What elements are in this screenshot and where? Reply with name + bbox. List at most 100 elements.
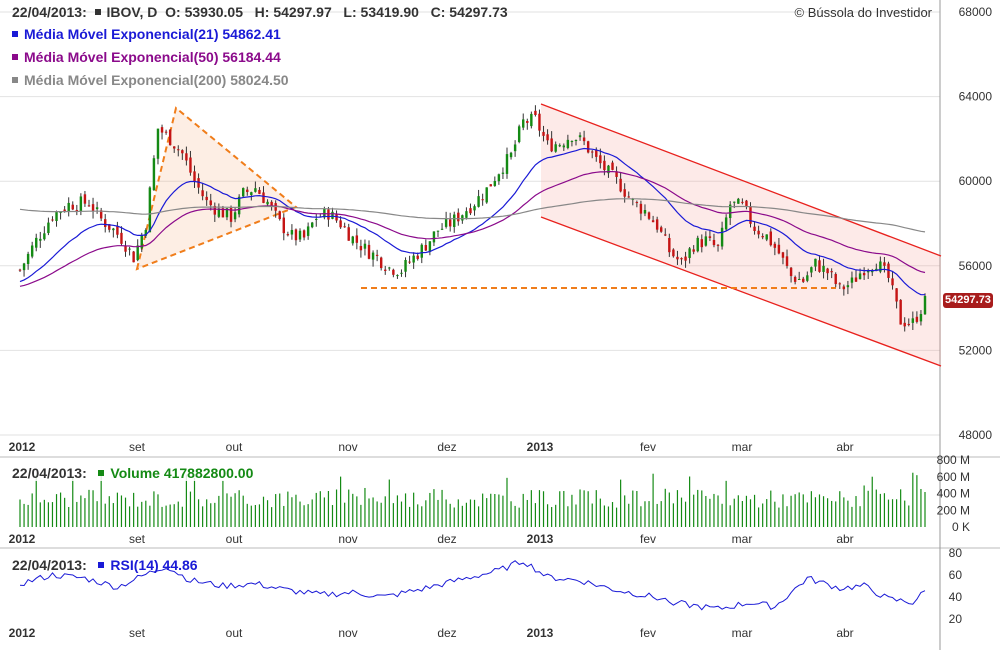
x-tick-label: 2013 [527, 532, 554, 546]
candle-body [643, 210, 647, 214]
candle-body [793, 277, 797, 282]
candle-body [554, 144, 557, 152]
candle-body [79, 196, 83, 212]
y-tick-label: 68000 [959, 5, 993, 19]
candle-body [428, 241, 432, 252]
candle-body [197, 178, 200, 188]
candle-body [152, 158, 156, 191]
candle-body [728, 204, 732, 219]
rsi-tick-label: 60 [949, 568, 963, 582]
candle-body [39, 238, 42, 241]
ema50-line [19, 171, 926, 287]
candle-body [542, 131, 545, 136]
candle-body [607, 165, 610, 174]
high-value: 54297.97 [273, 4, 332, 20]
candle-body [842, 286, 846, 290]
candle-body [530, 113, 533, 127]
candle-body [505, 154, 509, 174]
candle-body [733, 201, 736, 203]
candle-body [688, 248, 691, 258]
candle-body [355, 235, 359, 243]
candle-body [136, 245, 139, 261]
candle-body [777, 244, 781, 254]
x-tick-label: fev [640, 440, 656, 454]
candle-body [603, 160, 606, 171]
candle-body [891, 278, 894, 286]
candle-body [379, 257, 383, 269]
candle-body [757, 230, 760, 235]
candle-body [436, 230, 440, 232]
candle-body [911, 318, 915, 323]
y-tick-label: 52000 [959, 343, 993, 357]
legend-marker-icon [12, 54, 18, 61]
candle-body [384, 269, 387, 271]
legend-ema21-label: Média Móvel Exponencial(21) [24, 26, 219, 42]
candle-body [477, 196, 480, 207]
volume-legend: 22/04/2013: Volume 417882800.00 [12, 465, 254, 481]
candle-body [95, 207, 99, 210]
annotation-shapes [135, 103, 942, 367]
candle-body [708, 236, 712, 238]
candle-body [599, 155, 602, 164]
candle-body [834, 273, 837, 285]
volume-value: 417882800.00 [163, 465, 254, 481]
candle-body [651, 220, 655, 223]
candle-body [132, 251, 135, 263]
close-value: 54297.73 [449, 4, 508, 20]
candle-body [444, 218, 448, 227]
candle-body [822, 265, 825, 272]
candle-body [229, 207, 233, 222]
candle-body [765, 234, 768, 240]
high-label: H: [254, 4, 270, 20]
rsi-tick-label: 80 [949, 546, 963, 560]
candle-body [246, 189, 249, 193]
candle-body [781, 252, 785, 258]
candle-body [773, 243, 777, 248]
candle-body [47, 222, 50, 234]
x-tick-label: mar [732, 440, 753, 454]
candle-body [294, 229, 298, 241]
candle-body [522, 119, 525, 128]
candle-body [696, 237, 699, 252]
candle-body [862, 272, 866, 276]
candle-body [112, 228, 115, 231]
candle-body [18, 269, 22, 271]
candle-body [753, 226, 756, 231]
candle-body [30, 245, 34, 257]
copyright-text: © Bússola do Investidor [794, 5, 932, 20]
candle-body [692, 249, 695, 252]
candle-body [254, 188, 257, 192]
candle-body [497, 174, 501, 182]
y-axis-ticks: 68000 64000 60000 56000 52000 48000 800 M 600 M… [937, 5, 993, 626]
candle-body [481, 199, 484, 201]
series-marker-icon [94, 9, 101, 16]
candle-body [225, 208, 229, 218]
candle-body [144, 229, 148, 236]
candle-body [51, 219, 54, 221]
candle-body [635, 202, 639, 204]
candle-body [489, 184, 492, 187]
rsi-line-path [19, 560, 926, 611]
candle-body [416, 255, 419, 259]
candle-body [75, 209, 79, 211]
candle-body [375, 254, 379, 256]
candle-body [148, 187, 152, 233]
candle-body [217, 208, 221, 217]
candle-body [302, 230, 306, 238]
candle-body [623, 189, 626, 197]
candle-body [396, 275, 399, 277]
candle-body [591, 151, 594, 153]
candle-body [258, 189, 261, 194]
candle-body [83, 194, 87, 204]
candle-body [392, 269, 395, 275]
close-label: C: [430, 4, 446, 20]
x-tick-label: nov [338, 532, 357, 546]
candle-body [814, 258, 817, 267]
rsi-marker-icon [98, 562, 105, 569]
downtrend-channel [541, 104, 941, 366]
x-tick-label: 2013 [527, 440, 554, 454]
y-tick-label: 48000 [959, 428, 993, 442]
candle-body [700, 239, 704, 248]
candle-body [676, 256, 679, 260]
triangle-pattern [135, 106, 298, 271]
